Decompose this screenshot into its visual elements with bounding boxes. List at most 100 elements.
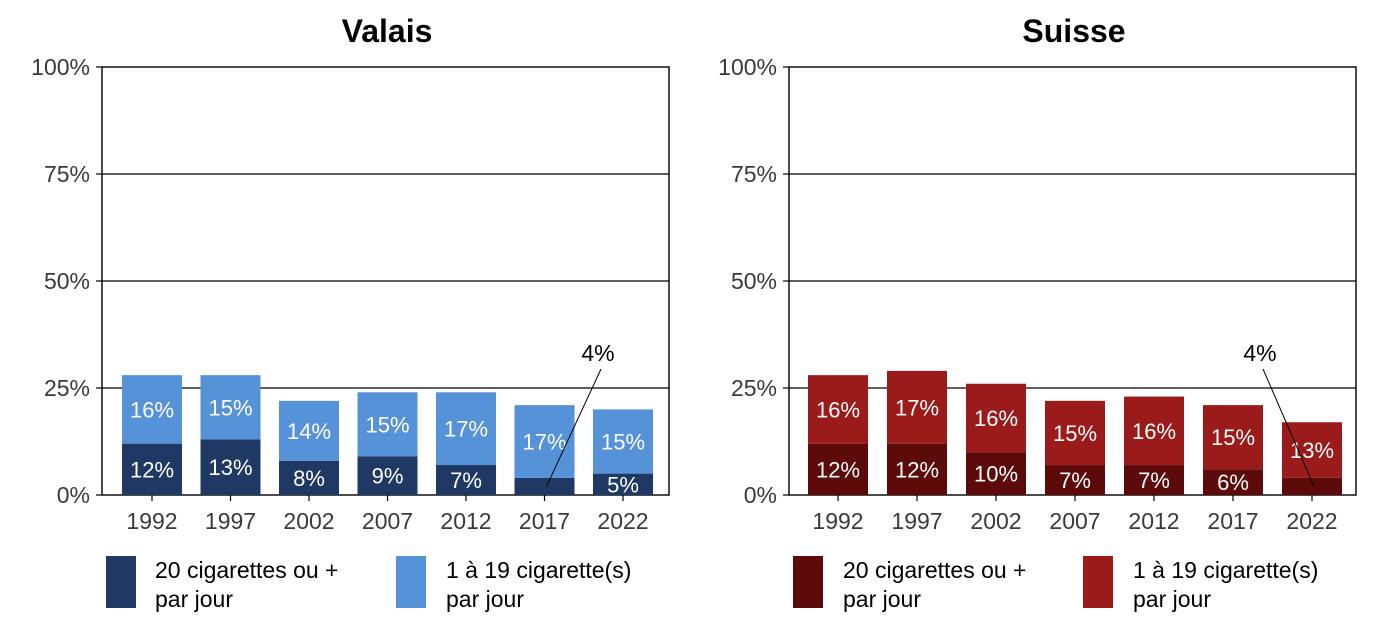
bar-segment — [887, 443, 947, 495]
bar-segment — [122, 443, 182, 495]
x-tick-label: 2002 — [283, 508, 334, 534]
bar-data-label: 6% — [1217, 470, 1249, 495]
legend-label: 20 cigarettes ou + par jour — [155, 557, 338, 612]
y-tick-label: 100% — [31, 54, 90, 80]
bar-data-label: 16% — [816, 397, 860, 422]
y-tick-label: 25% — [731, 375, 777, 401]
callout-label: 4% — [1243, 340, 1276, 366]
y-tick-label: 25% — [44, 375, 90, 401]
bar-data-label: 7% — [450, 468, 482, 493]
bar-segment — [593, 473, 653, 495]
chart-title: Valais — [342, 13, 433, 49]
bar-segment — [966, 452, 1026, 495]
legend-label-line: par jour — [155, 586, 233, 612]
bar-segment — [200, 439, 261, 495]
legend-label-line: 20 cigarettes ou + — [155, 557, 338, 583]
bar-segment — [1203, 405, 1263, 470]
y-tick-label: 100% — [718, 54, 777, 80]
bar-data-label: 17% — [444, 417, 488, 442]
bar-data-label: 7% — [1059, 468, 1091, 493]
bar-segment — [1124, 396, 1184, 466]
x-tick-label: 2022 — [1286, 508, 1337, 534]
legend-label-line: par jour — [446, 586, 524, 612]
x-tick-label: 2007 — [362, 508, 413, 534]
y-tick-label: 50% — [731, 268, 777, 294]
bar-segment — [593, 409, 653, 474]
bar-data-label: 15% — [365, 412, 409, 437]
callout-label: 4% — [581, 340, 614, 366]
x-tick-label: 1997 — [891, 508, 942, 534]
x-tick-label: 2017 — [1207, 508, 1258, 534]
bar-data-label: 12% — [816, 457, 860, 482]
bar-segment — [808, 375, 868, 444]
x-tick-label: 2012 — [1128, 508, 1179, 534]
bar-segment — [808, 443, 868, 495]
legend-label-line: par jour — [1133, 586, 1211, 612]
bar-data-label: 5% — [607, 472, 639, 497]
y-tick-label: 0% — [744, 482, 777, 508]
bar-data-label: 16% — [130, 397, 174, 422]
bar-segment — [436, 465, 496, 495]
bar-data-label: 15% — [1053, 421, 1097, 446]
bar-segment — [514, 405, 575, 478]
bar-segment — [1045, 465, 1105, 495]
bar-data-label: 16% — [974, 406, 1018, 431]
bar-segment — [1045, 400, 1105, 466]
x-tick-label: 1992 — [812, 508, 863, 534]
legend-swatch — [396, 556, 426, 608]
chart-panel-suisse: Suisse 0% 25% 50% 75% 100% 12% 16% 1992 12% 17% 199… — [718, 13, 1357, 612]
bar-data-label: 9% — [372, 464, 404, 489]
callout-leader — [1262, 368, 1315, 487]
callout-leader — [546, 368, 602, 487]
legend-swatch — [793, 556, 823, 608]
legend-swatch — [1083, 556, 1113, 608]
x-tick-label: 2007 — [1049, 508, 1100, 534]
y-tick-label: 75% — [731, 161, 777, 187]
y-tick-label: 50% — [44, 268, 90, 294]
x-tick-label: 2017 — [519, 508, 570, 534]
bar-data-label: 10% — [974, 462, 1018, 487]
legend-label-line: 1 à 19 cigarette(s) — [1133, 557, 1318, 583]
legend-label-line: 1 à 19 cigarette(s) — [446, 557, 631, 583]
bar-data-label: 13% — [1290, 438, 1334, 463]
bar-segment — [200, 375, 261, 440]
legend-label: 1 à 19 cigarette(s) par jour — [1133, 557, 1318, 612]
y-tick-label: 0% — [57, 482, 90, 508]
bar-segment — [279, 400, 339, 461]
x-tick-label: 2012 — [440, 508, 491, 534]
x-tick-label: 1992 — [126, 508, 177, 534]
bar-segment — [1282, 477, 1342, 495]
bar-data-label: 15% — [1211, 425, 1255, 450]
y-tick-label: 75% — [44, 161, 90, 187]
x-tick-label: 1997 — [205, 508, 256, 534]
bar-segment — [357, 456, 418, 495]
bar-data-label: 15% — [208, 395, 252, 420]
bar-segment — [122, 375, 182, 444]
legend-swatch — [106, 556, 136, 608]
bar-segment — [887, 370, 947, 444]
bar-segment — [279, 460, 339, 495]
bar-segment — [1203, 469, 1263, 495]
bar-data-label: 14% — [287, 419, 331, 444]
bar-data-label: 17% — [895, 395, 939, 420]
bar-segment — [436, 392, 496, 466]
legend-label-line: par jour — [843, 586, 921, 612]
legend-label-line: 20 cigarettes ou + — [843, 557, 1026, 583]
bar-segment — [1282, 422, 1342, 478]
legend-label: 20 cigarettes ou + par jour — [843, 557, 1026, 612]
x-tick-label: 2002 — [970, 508, 1021, 534]
chart-title: Suisse — [1022, 13, 1125, 49]
legend-label: 1 à 19 cigarette(s) par jour — [446, 557, 631, 612]
bar-data-label: 13% — [208, 455, 252, 480]
bar-segment — [1124, 465, 1184, 495]
x-tick-label: 2022 — [597, 508, 648, 534]
bar-data-label: 7% — [1138, 468, 1170, 493]
bar-data-label: 15% — [601, 430, 645, 455]
bar-data-label: 12% — [130, 457, 174, 482]
bar-segment — [514, 477, 575, 495]
bar-data-label: 12% — [895, 457, 939, 482]
bar-segment — [357, 392, 418, 457]
chart-panel-valais: Valais 0% 25% 50% 75% 100% 12% 16% 1992 13% 15% 199… — [31, 13, 670, 612]
bar-data-label: 8% — [293, 466, 325, 491]
